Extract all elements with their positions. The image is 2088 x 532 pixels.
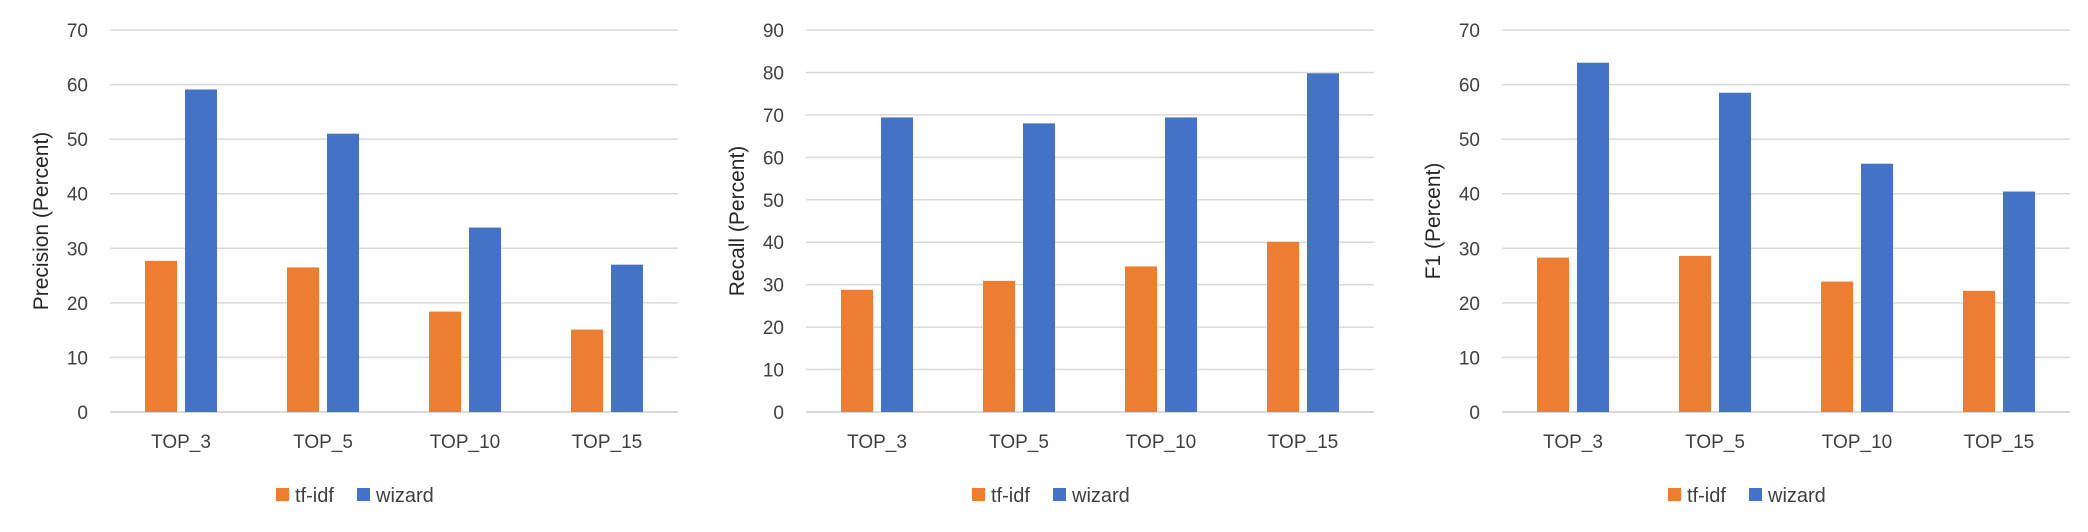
y-tick-label: 20 (763, 318, 784, 339)
legend-swatch-wizard (1053, 488, 1066, 501)
bar-tf-idf-top_10 (429, 311, 461, 412)
bar-tf-idf-top_15 (571, 329, 603, 412)
bar-wizard-top_5 (327, 133, 359, 412)
y-tick-label: 40 (1459, 185, 1480, 206)
bar-tf-idf-top_10 (1821, 281, 1853, 412)
legend-swatch-tf-idf (972, 488, 985, 501)
x-tick-label: TOP_10 (1126, 432, 1196, 453)
bar-tf-idf-top_3 (1537, 257, 1569, 412)
x-tick-label: TOP_10 (1822, 432, 1892, 453)
y-tick-label: 10 (1459, 348, 1480, 369)
chart-panel-1: 0 10 20 30 40 50 60 70 Precision (Percent) TOP_3 T… (30, 21, 678, 507)
y-axis-label: F1 (Percent) (1422, 163, 1445, 280)
bar-wizard-top_15 (611, 264, 643, 412)
x-tick-label: TOP_3 (151, 432, 211, 453)
bar-wizard-top_10 (1861, 163, 1893, 412)
legend-label-wizard: wizard (1071, 485, 1130, 507)
y-tick-label: 70 (763, 106, 784, 127)
y-tick-label: 50 (67, 130, 88, 151)
y-tick-label: 30 (763, 276, 784, 297)
bar-tf-idf-top_15 (1963, 290, 1995, 412)
x-tick-label: TOP_15 (1268, 432, 1338, 453)
bar-tf-idf-top_3 (145, 260, 177, 412)
y-tick-label: 70 (1459, 21, 1480, 42)
bar-tf-idf-top_15 (1267, 241, 1299, 412)
y-tick-label: 10 (763, 361, 784, 382)
y-tick-label: 80 (763, 63, 784, 84)
x-tick-label: TOP_5 (1685, 432, 1745, 453)
bar-wizard-top_15 (1307, 73, 1339, 412)
y-tick-label: 60 (67, 76, 88, 97)
legend-label-tf-idf: tf-idf (1687, 485, 1726, 507)
bar-tf-idf-top_10 (1125, 266, 1157, 412)
y-tick-label: 70 (67, 21, 88, 42)
legend-label-wizard: wizard (375, 485, 434, 507)
y-tick-label: 20 (67, 294, 88, 315)
legend-swatch-wizard (357, 488, 370, 501)
y-tick-label: 30 (1459, 239, 1480, 260)
y-tick-label: 50 (763, 191, 784, 212)
x-tick-label: TOP_3 (1543, 432, 1603, 453)
y-tick-label: 0 (773, 403, 784, 424)
y-tick-label: 10 (67, 348, 88, 369)
x-tick-label: TOP_10 (430, 432, 500, 453)
x-tick-label: TOP_5 (989, 432, 1049, 453)
y-tick-label: 90 (763, 21, 784, 42)
bar-wizard-top_5 (1023, 123, 1055, 412)
bar-wizard-top_10 (469, 227, 501, 412)
x-tick-label: TOP_15 (572, 432, 642, 453)
legend-label-tf-idf: tf-idf (991, 485, 1030, 507)
x-tick-label: TOP_5 (293, 432, 353, 453)
bar-tf-idf-top_3 (841, 289, 873, 412)
x-tick-label: TOP_15 (1964, 432, 2034, 453)
legend-swatch-wizard (1749, 488, 1762, 501)
y-tick-label: 0 (1469, 403, 1480, 424)
bar-wizard-top_10 (1165, 117, 1197, 413)
y-tick-label: 60 (763, 148, 784, 169)
bar-wizard-top_3 (881, 117, 913, 413)
legend-swatch-tf-idf (1668, 488, 1681, 501)
bar-wizard-top_5 (1719, 92, 1751, 412)
y-tick-label: 40 (67, 185, 88, 206)
bar-tf-idf-top_5 (1679, 255, 1711, 412)
y-axis-label: Recall (Percent) (726, 146, 749, 297)
legend-label-tf-idf: tf-idf (295, 485, 334, 507)
x-tick-label: TOP_3 (847, 432, 907, 453)
chart-panel-2: 0 10 20 30 40 50 60 70 80 90 Recall (Percent) TOP_3… (726, 21, 1374, 507)
y-tick-label: 40 (763, 233, 784, 254)
chart-panel-3: 0 10 20 30 40 50 60 70 F1 (Percent) TOP_3 TOP_5 TOP… (1422, 21, 2070, 507)
bar-wizard-top_3 (185, 89, 217, 413)
bar-tf-idf-top_5 (287, 267, 319, 412)
y-tick-label: 20 (1459, 294, 1480, 315)
y-tick-label: 30 (67, 239, 88, 260)
legend-swatch-tf-idf (276, 488, 289, 501)
y-tick-label: 50 (1459, 130, 1480, 151)
bar-wizard-top_15 (2003, 191, 2035, 412)
y-axis-label: Precision (Percent) (30, 132, 53, 311)
y-tick-label: 0 (77, 403, 88, 424)
y-tick-label: 60 (1459, 76, 1480, 97)
bar-wizard-top_3 (1577, 62, 1609, 412)
legend-label-wizard: wizard (1767, 485, 1826, 507)
bar-tf-idf-top_5 (983, 280, 1015, 412)
